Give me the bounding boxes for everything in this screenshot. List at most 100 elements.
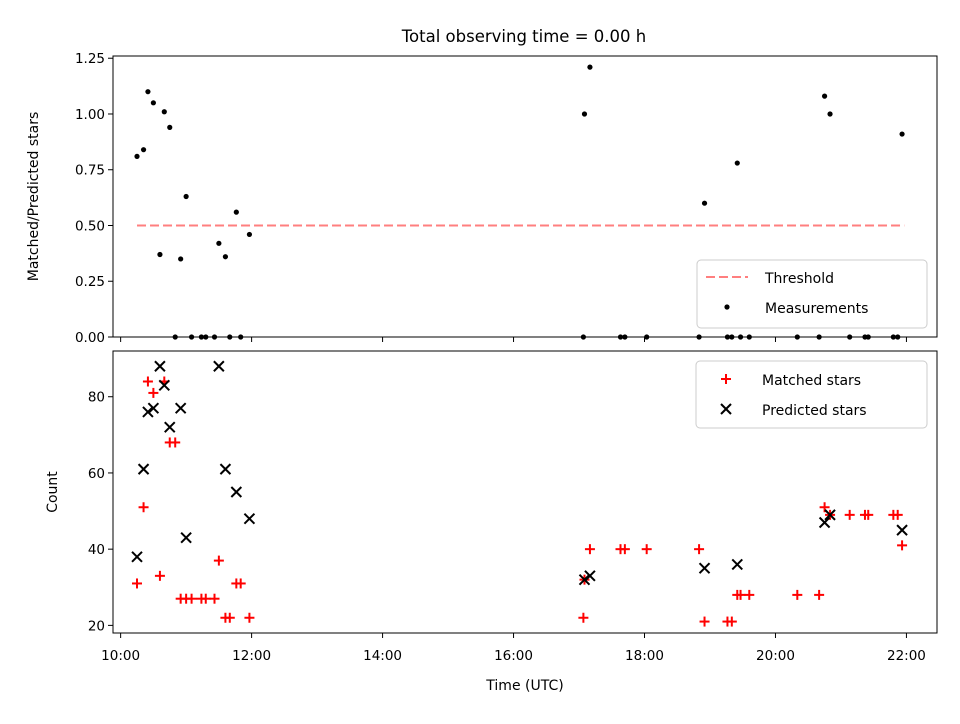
count-axes: 20 40 60 80 10:00 12:00 14:00 16:00 18:00 20:00 2…	[45, 350, 938, 694]
measurement-point	[140, 147, 147, 153]
marker-stroke	[180, 532, 192, 544]
y-tick-label: 1.25	[75, 51, 105, 67]
measurement-point	[847, 334, 853, 340]
measurement-point	[233, 209, 239, 215]
y-tick-label: 20	[88, 618, 105, 634]
measurement-point	[134, 153, 140, 159]
measurement-point	[580, 334, 586, 340]
x-tick-label: 12:00	[232, 648, 271, 664]
predicted-star-point	[154, 360, 166, 372]
predicted-star-point	[147, 402, 160, 414]
measurement-point	[172, 334, 178, 340]
x-tick-label: 16:00	[494, 648, 533, 664]
marker-stroke	[147, 402, 160, 414]
matched-star-point	[863, 509, 874, 520]
matched-star-point	[209, 593, 220, 604]
matched-star-point	[814, 589, 825, 600]
ratio-axes: 0.00 0.25 0.50 0.75 1.00 1.25 Matched/Predict…	[26, 51, 938, 346]
measurement-point	[737, 334, 744, 340]
measurement-point	[183, 193, 189, 200]
measurement-point	[145, 89, 151, 95]
matched-star-point	[148, 387, 159, 398]
ratio-y-axis-label: Matched/Predicted stars	[26, 112, 42, 282]
predicted-star-point	[818, 516, 831, 529]
marker-stroke	[137, 463, 150, 475]
measurement-point	[622, 334, 628, 340]
matched-star-point	[142, 376, 153, 387]
measurement-point	[157, 251, 163, 258]
marker-stroke	[824, 509, 836, 521]
x-tick-label: 20:00	[756, 648, 795, 664]
marker-stroke	[243, 512, 256, 525]
predicted-star-point	[158, 379, 171, 392]
count-legend-box	[695, 360, 928, 429]
matched-star-point	[224, 612, 235, 623]
marker-stroke	[720, 403, 732, 415]
measurement-point	[746, 334, 752, 340]
ratio-x-ticks	[120, 337, 907, 342]
matched-star-point	[792, 589, 803, 600]
legend-measurements-label: Measurements	[765, 301, 868, 317]
matched-star-point	[132, 578, 143, 589]
matched-star-point	[154, 570, 165, 581]
measurement-point	[161, 109, 167, 115]
predicted-star-point	[578, 573, 591, 586]
count-plot-frame	[112, 350, 938, 634]
marker-stroke	[584, 570, 596, 582]
matched-star-point	[735, 589, 746, 600]
predicted-stars-points	[131, 360, 908, 586]
marker-stroke	[154, 360, 166, 372]
x-tick-label: 22:00	[887, 648, 926, 664]
count-x-ticks: 10:00 12:00 14:00 16:00 18:00 20:00 22:00	[101, 633, 926, 664]
measurement-point	[899, 131, 905, 137]
chart-title: Total observing time = 0.00 h	[401, 27, 646, 46]
marker-stroke	[896, 524, 908, 536]
matched-star-point	[235, 578, 246, 589]
y-tick-label: 0.75	[75, 163, 105, 179]
measurement-point	[211, 334, 218, 340]
matched-star-point	[844, 509, 855, 520]
legend-matched-label: Matched stars	[762, 373, 861, 389]
measurement-point	[198, 334, 205, 340]
legend-threshold-label: Threshold	[764, 271, 834, 287]
predicted-star-point	[698, 562, 711, 574]
legend-marker	[721, 374, 731, 384]
measurement-point	[794, 334, 800, 340]
ratio-plot-frame	[112, 55, 938, 338]
y-tick-label: 40	[88, 542, 105, 558]
matched-star-point	[138, 502, 149, 513]
matched-star-point	[186, 593, 197, 604]
marker-stroke	[164, 421, 176, 433]
y-tick-label: 0.00	[75, 330, 105, 346]
measurement-point	[246, 231, 253, 238]
measurement-point	[865, 334, 871, 340]
predicted-star-point	[230, 486, 243, 498]
matched-star-point	[619, 544, 630, 555]
measurement-point	[827, 111, 833, 117]
ratio-legend-box	[696, 259, 928, 329]
measurement-point	[644, 334, 650, 340]
measurement-point	[150, 100, 156, 106]
measurement-point	[167, 124, 173, 130]
predicted-star-point	[174, 402, 187, 414]
measurement-point	[238, 334, 244, 340]
predicted-star-point	[137, 463, 150, 475]
matched-star-point	[170, 437, 181, 448]
legend-marker	[720, 403, 732, 415]
predicted-star-point	[213, 360, 225, 372]
marker-stroke	[213, 360, 225, 372]
measurement-point	[734, 160, 740, 166]
matched-star-point	[699, 616, 710, 627]
measurement-points	[134, 64, 905, 340]
matched-star-point	[892, 509, 903, 520]
measurement-point	[729, 334, 735, 340]
matched-star-point	[200, 593, 211, 604]
y-tick-label: 60	[88, 466, 105, 482]
predicted-star-point	[243, 512, 256, 525]
measurement-point	[227, 334, 233, 340]
marker-stroke	[219, 463, 232, 475]
measurement-point	[701, 200, 708, 206]
predicted-star-point	[164, 421, 176, 433]
matched-star-point	[641, 544, 652, 555]
